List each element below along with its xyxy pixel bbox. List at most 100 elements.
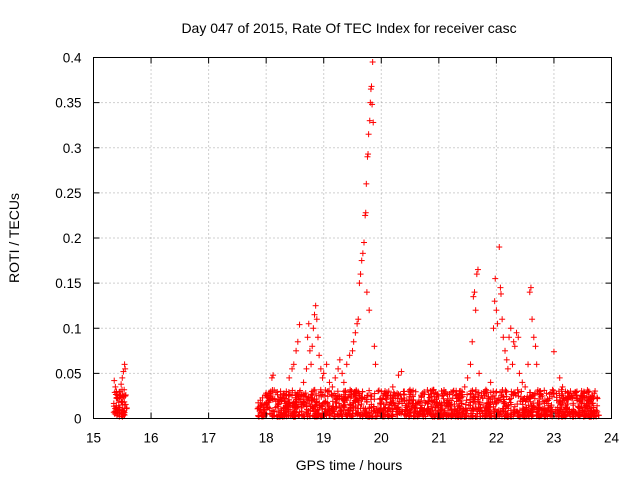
data-point [403,404,410,411]
data-point [559,390,566,397]
data-point [585,409,592,416]
data-point [470,293,477,300]
data-point [371,343,378,350]
data-point [427,387,434,394]
data-point [581,389,588,396]
data-point [289,410,296,417]
data-point [472,307,479,314]
data-point [366,117,373,124]
data-point [371,390,378,397]
data-point [313,316,320,323]
data-point [526,289,533,296]
x-tick-label: 19 [316,431,331,446]
chart-title: Day 047 of 2015, Rate Of TEC Index for r… [181,20,516,36]
data-point [335,400,342,407]
data-point [559,383,566,390]
data-point [406,409,413,416]
data-point [503,393,510,400]
data-point [367,86,374,93]
data-point [306,347,313,354]
y-tick-label: 0.1 [63,321,82,336]
data-point [584,387,591,394]
data-point [121,361,128,368]
data-point [499,316,506,323]
data-point [352,388,359,395]
data-point [389,383,396,390]
data-point [490,325,497,332]
data-point [492,406,499,413]
data-point [386,401,393,408]
data-point [311,311,318,318]
data-point [415,398,422,405]
data-point [591,390,598,397]
data-point [363,398,370,405]
data-point [520,405,527,412]
data-point [369,59,376,66]
data-point [359,250,366,257]
data-point [326,379,333,386]
data-point [510,338,517,345]
data-point [360,405,367,412]
data-point [285,412,292,419]
data-point [521,395,528,402]
data-point [458,394,465,401]
data-point [370,403,377,410]
data-point [389,408,396,415]
data-point [286,374,293,381]
data-point [471,289,478,296]
data-point [587,411,594,418]
x-tick-label: 22 [489,431,504,446]
data-point [425,405,432,412]
data-points [110,59,602,420]
data-point [510,389,517,396]
data-point [539,392,546,399]
data-point [316,352,323,359]
data-point [113,388,120,395]
data-point [566,411,573,418]
data-point [368,83,375,90]
data-point [447,403,454,410]
data-point [365,151,372,158]
data-point [295,392,302,399]
data-point [588,396,595,403]
data-point [458,400,465,407]
data-point [355,402,362,409]
data-point [391,390,398,397]
y-tick-label: 0.05 [55,366,81,381]
data-point [495,395,502,402]
data-point [363,289,370,296]
data-point [556,398,563,405]
data-point [428,390,435,397]
data-point [450,387,457,394]
data-point [309,343,316,350]
data-point [332,374,339,381]
data-point [337,407,344,414]
data-point [270,372,277,379]
data-point [492,275,499,282]
data-point [308,388,315,395]
x-tick-label: 20 [374,431,389,446]
data-point [316,404,323,411]
data-point [486,396,493,403]
data-point [343,411,350,418]
data-point [502,387,509,394]
data-point [123,404,130,411]
data-point [369,101,376,108]
data-point [314,334,321,341]
data-point [290,399,297,406]
data-point [268,410,275,417]
data-point [323,361,330,368]
data-point [292,404,299,411]
data-point [277,392,284,399]
data-point [357,271,364,278]
data-point [576,397,583,404]
x-axis-label: GPS time / hours [296,457,403,473]
data-point [498,392,505,399]
data-point [362,212,369,219]
data-point [335,365,342,372]
data-point [118,381,125,388]
data-point [308,391,315,398]
data-point [476,370,483,377]
data-point [122,365,129,372]
data-point [112,383,119,390]
